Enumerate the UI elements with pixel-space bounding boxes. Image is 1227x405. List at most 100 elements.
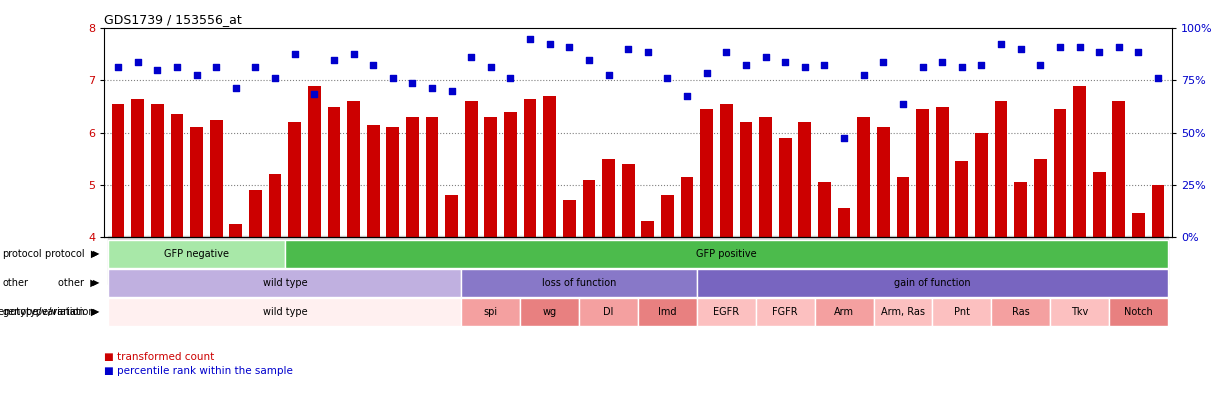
Bar bbox=[756, 298, 815, 326]
Point bbox=[775, 59, 795, 66]
Bar bbox=[190, 128, 202, 237]
Text: wild type: wild type bbox=[263, 307, 307, 317]
Point bbox=[226, 85, 245, 92]
Bar bbox=[818, 182, 831, 237]
Bar bbox=[720, 104, 733, 237]
Text: genotype/variation: genotype/variation bbox=[2, 307, 94, 317]
Text: spi: spi bbox=[483, 307, 498, 317]
Point bbox=[599, 72, 618, 79]
Bar bbox=[465, 101, 477, 237]
Point bbox=[108, 64, 128, 71]
Bar bbox=[1034, 159, 1047, 237]
Point bbox=[893, 101, 913, 107]
Bar bbox=[367, 125, 379, 237]
Point bbox=[481, 64, 501, 71]
Text: Dl: Dl bbox=[604, 307, 614, 317]
Bar bbox=[874, 298, 933, 326]
Point bbox=[540, 41, 560, 47]
Text: loss of function: loss of function bbox=[542, 278, 616, 288]
Bar bbox=[1113, 101, 1125, 237]
Point bbox=[1090, 49, 1109, 55]
Bar bbox=[520, 298, 579, 326]
Text: protocol: protocol bbox=[2, 249, 42, 258]
Point bbox=[579, 56, 599, 63]
Bar bbox=[406, 117, 418, 237]
Bar bbox=[697, 269, 1168, 297]
Text: GFP positive: GFP positive bbox=[696, 249, 757, 258]
Bar bbox=[347, 101, 360, 237]
Bar bbox=[661, 195, 674, 237]
Bar bbox=[740, 122, 752, 237]
Bar bbox=[975, 132, 988, 237]
Point bbox=[501, 75, 520, 81]
Bar bbox=[991, 298, 1050, 326]
Bar bbox=[1152, 185, 1164, 237]
Bar bbox=[933, 298, 991, 326]
Point bbox=[422, 85, 442, 92]
Text: GFP negative: GFP negative bbox=[164, 249, 229, 258]
Bar bbox=[524, 99, 536, 237]
Bar bbox=[485, 117, 497, 237]
Point bbox=[1109, 43, 1129, 50]
Text: Imd: Imd bbox=[658, 307, 677, 317]
Text: EGFR: EGFR bbox=[713, 307, 740, 317]
Bar bbox=[838, 208, 850, 237]
Text: protocol  ▶: protocol ▶ bbox=[44, 249, 98, 258]
Point bbox=[402, 80, 422, 86]
Text: ▶: ▶ bbox=[93, 307, 99, 316]
Point bbox=[1148, 75, 1168, 81]
Point bbox=[128, 59, 147, 66]
Bar bbox=[579, 298, 638, 326]
Text: ▶: ▶ bbox=[93, 249, 99, 258]
Text: Arm, Ras: Arm, Ras bbox=[881, 307, 925, 317]
Point bbox=[560, 43, 579, 50]
Point bbox=[1011, 46, 1031, 52]
Bar bbox=[638, 298, 697, 326]
Bar bbox=[1133, 213, 1145, 237]
Point bbox=[1129, 49, 1148, 55]
Bar bbox=[936, 107, 948, 237]
Bar bbox=[131, 99, 144, 237]
Point bbox=[187, 72, 206, 79]
Bar bbox=[563, 200, 575, 237]
Point bbox=[167, 64, 187, 71]
Point bbox=[442, 87, 461, 94]
Bar bbox=[210, 119, 222, 237]
Bar bbox=[151, 104, 163, 237]
Bar bbox=[108, 269, 461, 297]
Bar bbox=[779, 138, 791, 237]
Text: Pnt: Pnt bbox=[953, 307, 969, 317]
Point bbox=[991, 41, 1011, 47]
Bar bbox=[1074, 86, 1086, 237]
Bar bbox=[544, 96, 556, 237]
Bar bbox=[461, 269, 697, 297]
Point bbox=[638, 49, 658, 55]
Point bbox=[383, 75, 402, 81]
Bar bbox=[681, 177, 693, 237]
Bar bbox=[877, 128, 890, 237]
Point bbox=[304, 90, 324, 97]
Point bbox=[1050, 43, 1070, 50]
Point bbox=[363, 62, 383, 68]
Point bbox=[206, 64, 226, 71]
Bar bbox=[1109, 298, 1168, 326]
Point bbox=[913, 64, 933, 71]
Point bbox=[245, 64, 265, 71]
Point bbox=[461, 54, 481, 60]
Bar bbox=[108, 239, 285, 268]
Point bbox=[736, 62, 756, 68]
Bar bbox=[642, 221, 654, 237]
Text: ■ transformed count: ■ transformed count bbox=[104, 352, 215, 362]
Text: FGFR: FGFR bbox=[773, 307, 798, 317]
Point bbox=[344, 51, 363, 58]
Point bbox=[658, 75, 677, 81]
Point bbox=[795, 64, 815, 71]
Point bbox=[834, 134, 854, 141]
Bar bbox=[602, 159, 615, 237]
Text: Arm: Arm bbox=[834, 307, 854, 317]
Point bbox=[1031, 62, 1050, 68]
Point bbox=[618, 46, 638, 52]
Bar bbox=[858, 117, 870, 237]
Bar bbox=[504, 112, 517, 237]
Point bbox=[874, 59, 893, 66]
